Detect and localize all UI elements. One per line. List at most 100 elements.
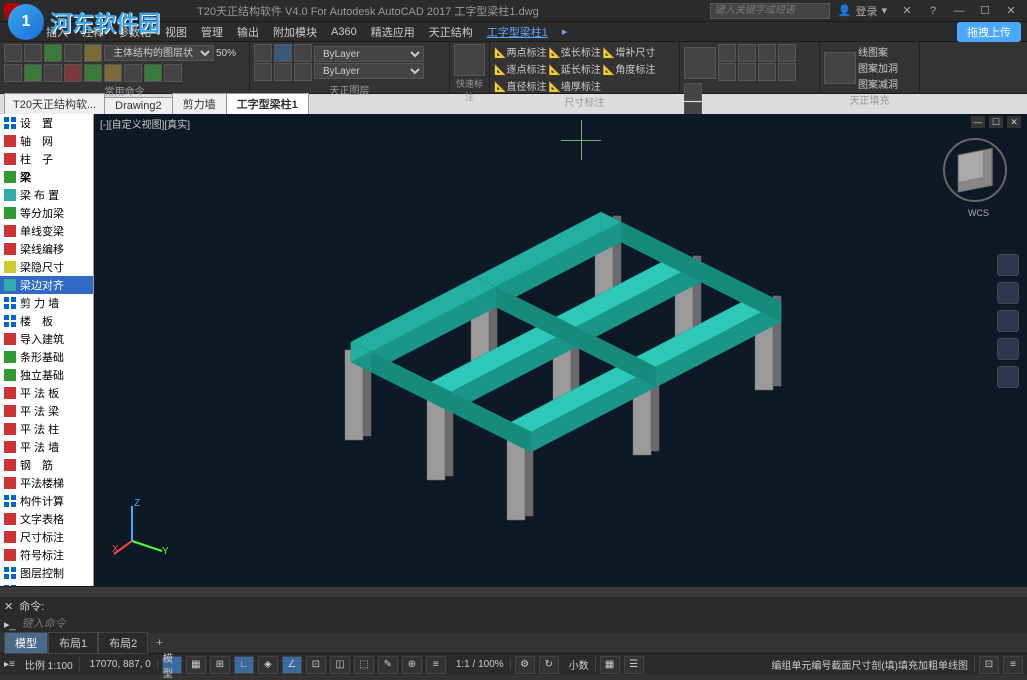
ribbon-button[interactable] [294, 63, 312, 81]
menu-item[interactable]: 管理 [195, 22, 229, 42]
sidebar-item[interactable]: 轴 网 [0, 132, 93, 150]
ribbon-button[interactable] [124, 64, 142, 82]
sidebar-item[interactable]: 图层控制 [0, 564, 93, 582]
drawing-canvas[interactable]: [-][自定义视图][真实] — ☐ ✕ WCS [94, 114, 1027, 586]
hatch-item[interactable]: 图案加洞 [858, 60, 898, 75]
layout-tab[interactable]: 布局2 [98, 632, 148, 654]
layout-tab[interactable]: 模型 [4, 632, 48, 654]
ribbon-button[interactable] [718, 63, 736, 81]
sidebar-item[interactable]: 构件计算 [0, 492, 93, 510]
menu-link[interactable]: 工字型梁柱1 [481, 22, 554, 42]
status-toggle[interactable]: ▦ [600, 656, 620, 674]
nav-button[interactable] [997, 338, 1019, 360]
ribbon-button[interactable] [758, 63, 776, 81]
status-toggle[interactable]: ⊡ [979, 656, 999, 674]
ribbon-button[interactable] [24, 44, 42, 62]
ribbon-button[interactable] [44, 64, 62, 82]
status-toggle[interactable]: ⚙ [515, 656, 535, 674]
layout-tab[interactable]: 布局1 [48, 632, 98, 654]
sidebar-item[interactable]: 梁边对齐 [0, 276, 93, 294]
sidebar-item[interactable]: 钢 筋 [0, 456, 93, 474]
menu-expand-icon[interactable]: ▸ [556, 23, 574, 40]
sidebar-item[interactable]: 图块图层 [0, 582, 93, 586]
drawing-tab[interactable]: 工字型梁柱1 [226, 93, 309, 114]
sidebar-item[interactable]: 平 法 板 [0, 384, 93, 402]
dim-item[interactable]: 📐增补尺寸 [603, 44, 655, 59]
model-toggle[interactable]: 模型 [162, 656, 182, 674]
ribbon-button[interactable] [4, 64, 22, 82]
status-toggle[interactable]: ✎ [378, 656, 398, 674]
canvas-maximize-icon[interactable]: ☐ [989, 116, 1003, 128]
status-toggle[interactable]: ↻ [539, 656, 559, 674]
canvas-minimize-icon[interactable]: — [971, 116, 985, 128]
ribbon-button[interactable] [64, 44, 82, 62]
nav-button[interactable] [997, 254, 1019, 276]
status-toggle[interactable]: ≡ [426, 656, 446, 674]
menu-item[interactable]: A360 [325, 24, 363, 40]
ribbon-button[interactable] [824, 52, 856, 84]
scale-label[interactable]: 比例 1:100 [19, 657, 80, 672]
ribbon-button[interactable] [144, 64, 162, 82]
maximize-button[interactable]: ☐ [973, 3, 997, 19]
ribbon-button[interactable] [778, 44, 796, 62]
ribbon-button[interactable] [778, 63, 796, 81]
menu-item[interactable]: 输出 [231, 22, 265, 42]
ribbon-button[interactable] [254, 44, 272, 62]
viewcube[interactable]: WCS [943, 138, 1007, 202]
sidebar-item[interactable]: 单线变梁 [0, 222, 93, 240]
ribbon-button[interactable] [64, 64, 82, 82]
sidebar-item[interactable]: 设 置 [0, 114, 93, 132]
status-toggle[interactable]: ▦ [186, 656, 206, 674]
dim-item[interactable]: 📐弦长标注 [548, 44, 600, 59]
units-label[interactable]: 小数 [563, 657, 596, 672]
status-toggle[interactable]: ⊕ [402, 656, 422, 674]
cmd-expand-icon[interactable]: ✕ [4, 600, 13, 613]
sidebar-item[interactable]: 楼 板 [0, 312, 93, 330]
quick-dim-button[interactable] [454, 44, 485, 76]
ribbon-button[interactable] [274, 44, 292, 62]
login-button[interactable]: 👤 登录 ▾ [838, 3, 887, 19]
ribbon-button[interactable] [44, 44, 62, 62]
ribbon-button[interactable] [718, 44, 736, 62]
dim-item[interactable]: 📐直径标注 [494, 78, 546, 93]
sidebar-item[interactable]: 梁 布 置 [0, 186, 93, 204]
status-toggle[interactable]: ◈ [258, 656, 278, 674]
sidebar-item[interactable]: 梁隐尺寸 [0, 258, 93, 276]
dim-item[interactable]: 📐逐点标注 [494, 61, 546, 76]
sidebar-item[interactable]: 文字表格 [0, 510, 93, 528]
drawing-tab[interactable]: Drawing2 [104, 97, 172, 114]
sidebar-item[interactable]: 平 法 柱 [0, 420, 93, 438]
hatch-item[interactable]: 图案减洞 [858, 76, 898, 91]
sidebar-item[interactable]: 尺寸标注 [0, 528, 93, 546]
dim-item[interactable]: 📐延长标注 [548, 61, 600, 76]
color-select[interactable]: ByLayer [314, 46, 424, 62]
status-toggle[interactable]: ∟ [234, 656, 254, 674]
ribbon-button[interactable] [164, 64, 182, 82]
status-menu-icon[interactable]: ▸≡ [4, 659, 15, 670]
status-toggle[interactable]: ◫ [330, 656, 350, 674]
sidebar-item[interactable]: 平法楼梯 [0, 474, 93, 492]
ribbon-button[interactable] [684, 83, 702, 101]
sidebar-item[interactable]: 平 法 墙 [0, 438, 93, 456]
sidebar-item[interactable]: 条形基础 [0, 348, 93, 366]
ribbon-button[interactable] [274, 63, 292, 81]
ribbon-button[interactable] [684, 47, 716, 79]
ribbon-button[interactable] [104, 64, 122, 82]
sidebar-item[interactable]: 柱 子 [0, 150, 93, 168]
drawing-tab[interactable]: 剪力墙 [172, 93, 227, 114]
zoom-label[interactable]: 1:1 / 100% [450, 659, 511, 670]
upload-pill[interactable]: 拖拽上传 [957, 22, 1021, 42]
ribbon-button[interactable] [294, 44, 312, 62]
minimize-button[interactable]: — [947, 3, 971, 19]
sidebar-item[interactable]: 剪 力 墙 [0, 294, 93, 312]
menu-item[interactable]: 精选应用 [365, 22, 421, 42]
hatch-item[interactable]: 线图案 [858, 44, 898, 59]
sidebar-item[interactable]: 导入建筑 [0, 330, 93, 348]
ribbon-button[interactable] [4, 44, 22, 62]
layer-state-select[interactable]: 主体结构的图层状态 [104, 45, 214, 61]
sidebar-item[interactable]: 符号标注 [0, 546, 93, 564]
status-toggle[interactable]: ∠ [282, 656, 302, 674]
dim-item[interactable]: 📐角度标注 [603, 61, 655, 76]
help-icon[interactable]: ? [921, 3, 945, 19]
canvas-close-icon[interactable]: ✕ [1007, 116, 1021, 128]
